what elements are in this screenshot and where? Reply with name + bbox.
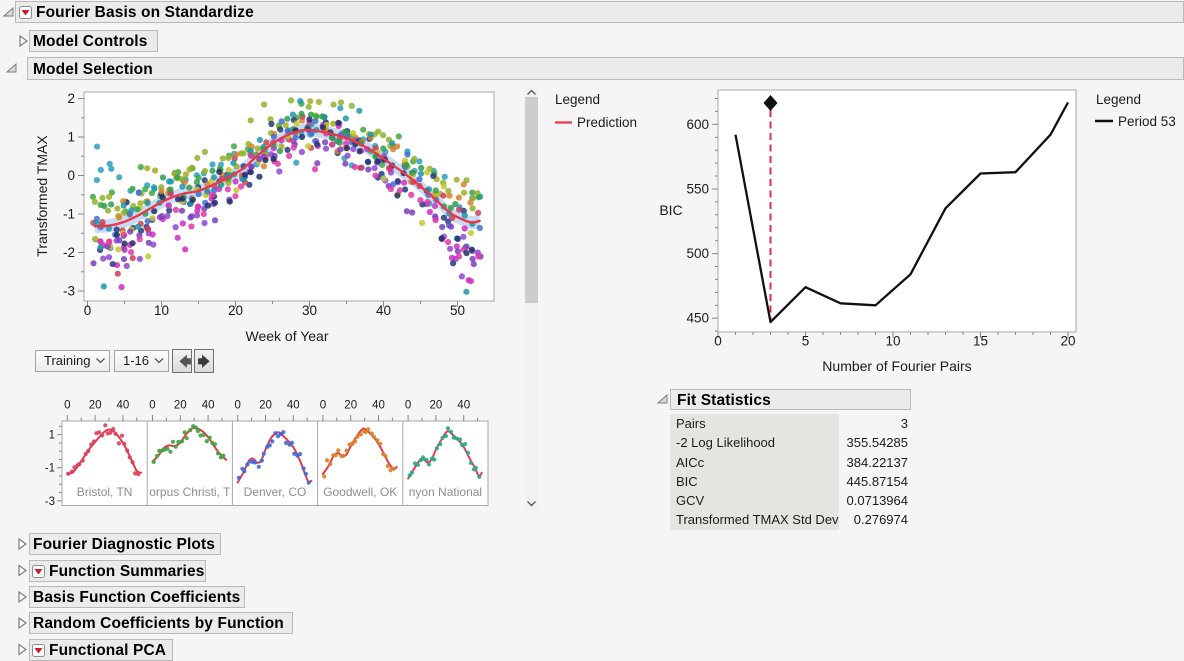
svg-text:Legend: Legend — [555, 92, 600, 107]
svg-text:450: 450 — [686, 311, 709, 326]
svg-text:Legend: Legend — [1096, 92, 1141, 107]
svg-text:550: 550 — [686, 182, 709, 197]
svg-text:Week of Year: Week of Year — [245, 328, 328, 344]
svg-text:-1: -1 — [45, 463, 55, 475]
svg-text:20: 20 — [259, 400, 272, 412]
svg-text:Prediction: Prediction — [577, 115, 637, 130]
svg-text:40: 40 — [457, 400, 470, 412]
svg-text:40: 40 — [202, 400, 215, 412]
svg-text:0: 0 — [320, 400, 326, 412]
svg-text:-3: -3 — [63, 284, 75, 299]
svg-text:20: 20 — [174, 400, 187, 412]
svg-text:0: 0 — [149, 400, 155, 412]
svg-text:500: 500 — [686, 246, 709, 261]
svg-text:20: 20 — [89, 400, 102, 412]
svg-text:Number of Fourier Pairs: Number of Fourier Pairs — [822, 358, 971, 374]
svg-text:15: 15 — [973, 334, 988, 349]
svg-text:-3: -3 — [45, 496, 55, 508]
svg-text:Bristol, TN: Bristol, TN — [77, 485, 133, 499]
svg-text:0: 0 — [84, 303, 92, 318]
svg-text:5: 5 — [802, 334, 810, 349]
svg-text:30: 30 — [302, 303, 317, 318]
svg-text:20: 20 — [228, 303, 243, 318]
svg-text:10: 10 — [885, 334, 900, 349]
svg-text:orpus Christi, T: orpus Christi, T — [149, 485, 231, 499]
svg-text:BIC: BIC — [659, 202, 682, 218]
svg-text:Transformed TMAX: Transformed TMAX — [34, 135, 50, 257]
svg-text:-1: -1 — [63, 207, 75, 222]
svg-text:20: 20 — [1060, 334, 1075, 349]
svg-text:-2: -2 — [63, 245, 75, 260]
svg-text:20: 20 — [430, 400, 443, 412]
svg-text:10: 10 — [154, 303, 169, 318]
svg-text:Goodwell, OK: Goodwell, OK — [323, 485, 397, 499]
svg-text:0: 0 — [234, 400, 240, 412]
svg-text:Denver, CO: Denver, CO — [244, 485, 307, 499]
svg-text:40: 40 — [376, 303, 391, 318]
svg-text:40: 40 — [117, 400, 130, 412]
svg-text:0: 0 — [67, 168, 75, 183]
svg-text:20: 20 — [344, 400, 357, 412]
svg-text:0: 0 — [714, 334, 722, 349]
svg-text:1: 1 — [49, 430, 55, 442]
svg-text:0: 0 — [405, 400, 411, 412]
svg-text:600: 600 — [686, 117, 709, 132]
svg-text:40: 40 — [287, 400, 300, 412]
svg-text:2: 2 — [67, 91, 75, 106]
svg-text:0: 0 — [64, 400, 70, 412]
svg-text:50: 50 — [450, 303, 465, 318]
svg-text:nyon National: nyon National — [409, 485, 482, 499]
svg-text:1: 1 — [67, 130, 75, 145]
svg-text:40: 40 — [372, 400, 385, 412]
svg-text:Period 53: Period 53 — [1118, 114, 1176, 129]
